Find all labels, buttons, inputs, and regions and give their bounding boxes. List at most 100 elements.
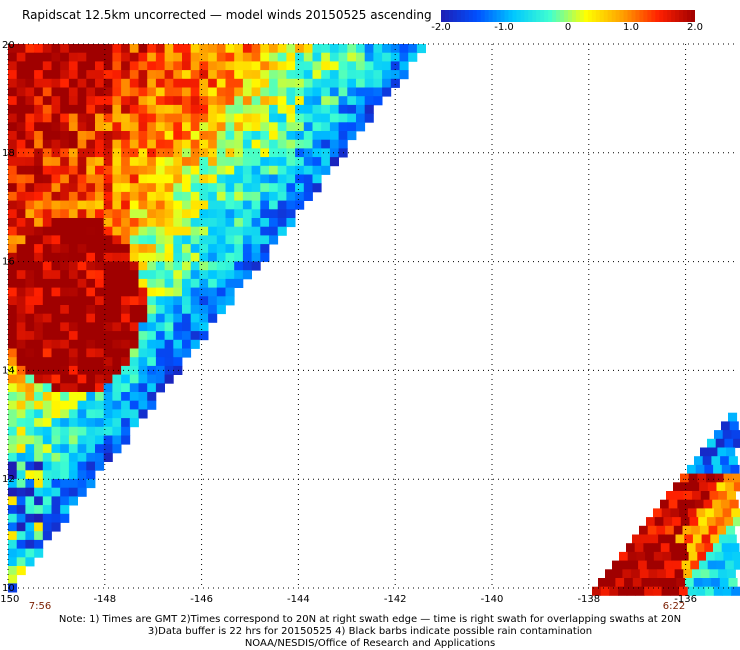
swath-cell	[208, 313, 218, 323]
swath-cell	[155, 226, 165, 236]
swath-cell	[60, 383, 70, 393]
swath-cell	[321, 61, 331, 71]
swath-cell	[155, 165, 165, 175]
swath-cell	[729, 421, 739, 431]
swath-cell	[147, 44, 157, 54]
swath-cell	[700, 447, 710, 457]
swath-cell	[25, 183, 35, 193]
swath-cell	[8, 435, 18, 445]
swath-cell	[155, 374, 165, 384]
swath-cell	[190, 52, 200, 62]
swath-cell	[155, 87, 165, 97]
swath-cell	[16, 70, 26, 80]
swath-cell	[208, 287, 218, 297]
swath-cell	[173, 209, 183, 219]
swath-cell	[121, 235, 131, 245]
swath-cell	[708, 525, 718, 535]
swath-cell	[667, 578, 677, 588]
swath-cell	[34, 513, 44, 523]
swath-cell	[190, 278, 200, 288]
swath-cell	[260, 44, 270, 54]
swath-cell	[199, 235, 209, 245]
swath-cell	[190, 305, 200, 315]
swath-cell	[112, 296, 122, 306]
swath-cell	[60, 444, 70, 454]
swath-cell	[129, 218, 139, 228]
swath-cell	[77, 479, 87, 489]
map-grid	[7, 43, 734, 589]
swath-cell	[112, 191, 122, 201]
swath-cell	[155, 348, 165, 358]
colorbar-swatch	[679, 10, 684, 22]
swath-cell	[77, 113, 87, 123]
swath-cell	[216, 52, 226, 62]
swath-cell	[242, 235, 252, 245]
swath-cell	[173, 218, 183, 228]
colorbar-label: 2.0	[687, 22, 703, 33]
swath-cell	[60, 331, 70, 341]
swath-cell	[329, 44, 339, 54]
swath-cell	[121, 383, 131, 393]
swath-cell	[234, 191, 244, 201]
swath-cell	[68, 348, 78, 358]
swath-cell	[234, 209, 244, 219]
swath-cell	[199, 113, 209, 123]
swath-cell	[138, 226, 148, 236]
swath-cell	[726, 569, 736, 579]
swath-cell	[225, 296, 235, 306]
swath-cell	[373, 87, 383, 97]
swath-cell	[129, 339, 139, 349]
swath-cell	[25, 52, 35, 62]
swath-cell	[86, 218, 96, 228]
swath-cell	[77, 148, 87, 158]
swath-cell	[34, 539, 44, 549]
swath-cell	[42, 61, 52, 71]
swath-cell	[155, 261, 165, 271]
swath-cell	[208, 44, 218, 54]
swath-cell	[713, 464, 723, 474]
colorbar-swatch	[548, 10, 553, 22]
swath-cell	[303, 104, 313, 114]
swath-cell	[382, 87, 392, 97]
swath-cell	[68, 261, 78, 271]
swath-cell	[103, 165, 113, 175]
swath-cell	[225, 61, 235, 71]
swath-cell	[86, 78, 96, 88]
swath-cell	[51, 461, 61, 471]
swath-cell	[728, 412, 738, 422]
swath-cell	[626, 586, 636, 596]
swath-cell	[208, 235, 218, 245]
swath-cell	[95, 348, 105, 358]
swath-cell	[51, 200, 61, 210]
swath-cell	[329, 87, 339, 97]
swath-cell	[103, 322, 113, 332]
swath-cell	[251, 44, 261, 54]
swath-cell	[724, 438, 734, 448]
swath-cell	[34, 113, 44, 123]
swath-cell	[697, 551, 707, 561]
swath-cell	[199, 296, 209, 306]
swath-cell	[199, 305, 209, 315]
swath-cell	[112, 313, 122, 323]
swath-cell	[234, 261, 244, 271]
swath-cell	[51, 278, 61, 288]
swath-cell	[155, 287, 165, 297]
swath-cell	[8, 174, 18, 184]
swath-cell	[77, 139, 87, 149]
swath-cell	[129, 296, 139, 306]
swath-cell	[260, 52, 270, 62]
swath-cell	[16, 78, 26, 88]
swath-cell	[77, 52, 87, 62]
swath-cell	[77, 157, 87, 167]
swath-cell	[8, 409, 18, 419]
swath-cell	[103, 383, 113, 393]
swath-cell	[356, 52, 366, 62]
colorbar-swatch	[667, 10, 672, 22]
swath-cell	[619, 551, 629, 561]
swath-cell	[95, 244, 105, 254]
swath-cell	[51, 183, 61, 193]
swath-cell	[77, 96, 87, 106]
swath-cell	[382, 70, 392, 80]
swath-cell	[129, 305, 139, 315]
swath-cell	[303, 113, 313, 123]
